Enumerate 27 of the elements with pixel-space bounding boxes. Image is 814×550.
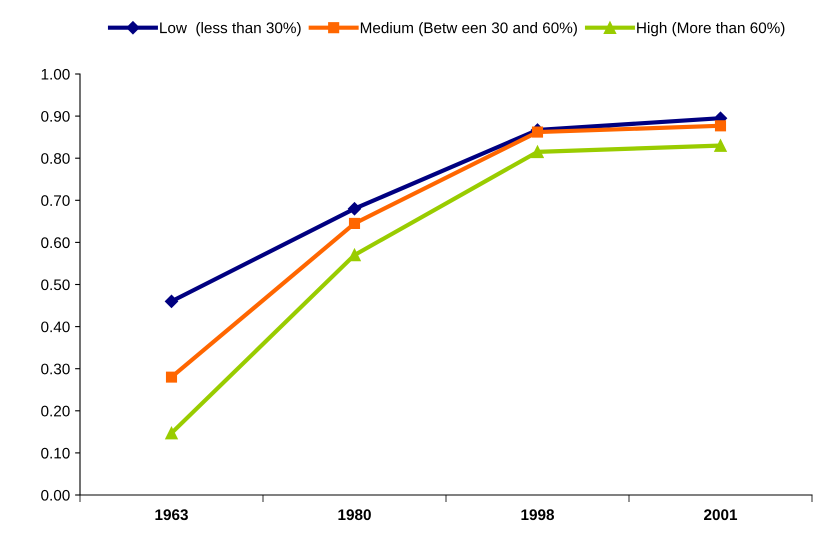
point xyxy=(165,426,178,440)
y-tick-label: 0.20 xyxy=(41,406,70,416)
y-tick-label: 0.80 xyxy=(41,153,70,164)
y-tick-label: 0.40 xyxy=(41,321,70,332)
x-tick-label: 2001 xyxy=(704,509,738,520)
x-tick-label: 1963 xyxy=(155,509,188,520)
legend-label: Medium (Betw een 30 and 60%) xyxy=(360,22,577,36)
y-tick-label: 0.30 xyxy=(41,364,70,374)
legend-label: Low (less than 30%) xyxy=(160,22,301,36)
x-tick-label: 1980 xyxy=(338,509,371,520)
y-tick-label: 0.10 xyxy=(41,448,70,459)
point xyxy=(348,202,362,216)
y-tick-label: 0.00 xyxy=(41,490,70,501)
y-tick-label: 1.00 xyxy=(42,68,70,80)
x-tick-label: 1998 xyxy=(521,509,554,520)
point xyxy=(714,120,726,132)
point xyxy=(166,372,178,383)
y-tick-label: 0.60 xyxy=(41,237,70,248)
legend-label: High (More than 60%) xyxy=(637,22,784,36)
y-tick-label: 0.90 xyxy=(41,110,70,122)
point xyxy=(714,139,727,152)
y-tick-label: 0.50 xyxy=(41,279,70,290)
point xyxy=(348,218,360,230)
point xyxy=(532,126,544,138)
point xyxy=(164,294,178,308)
point xyxy=(531,146,544,158)
y-tick-label: 0.70 xyxy=(41,195,70,206)
